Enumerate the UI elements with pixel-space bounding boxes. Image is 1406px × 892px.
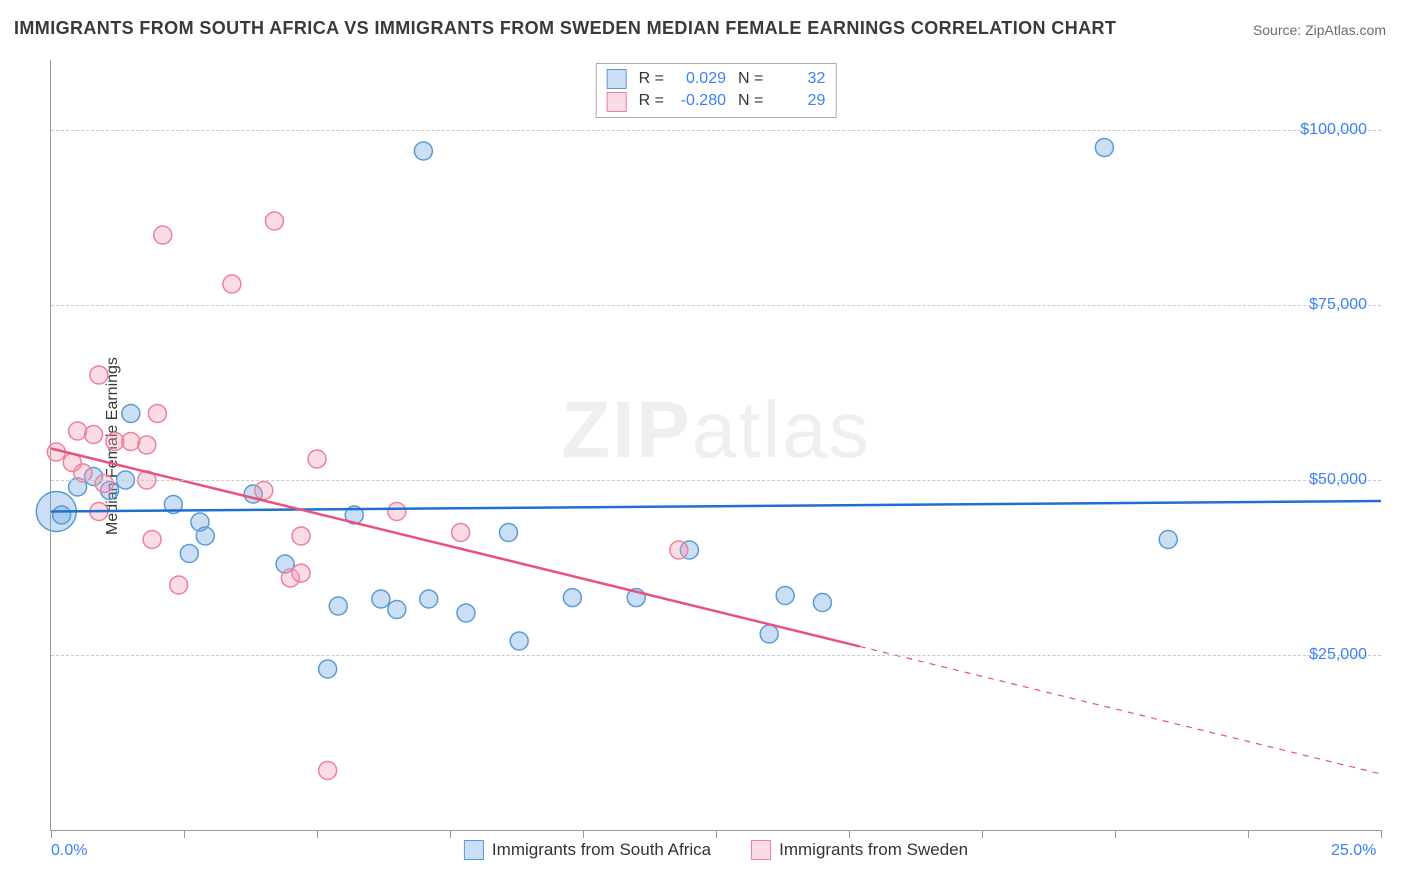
scatter-point xyxy=(255,482,273,500)
scatter-point xyxy=(69,422,87,440)
scatter-point xyxy=(1095,139,1113,157)
scatter-point xyxy=(292,527,310,545)
scatter-point xyxy=(154,226,172,244)
ytick-label: $75,000 xyxy=(1309,296,1367,314)
r-label: R = xyxy=(639,68,664,90)
scatter-point xyxy=(122,405,140,423)
xtick xyxy=(317,830,318,838)
scatter-point xyxy=(196,527,214,545)
xtick xyxy=(716,830,717,838)
r-value: -0.280 xyxy=(676,90,726,112)
legend-item: Immigrants from Sweden xyxy=(751,840,968,860)
gridline xyxy=(51,655,1381,656)
gridline xyxy=(51,130,1381,131)
xtick-label: 25.0% xyxy=(1331,842,1376,860)
scatter-point xyxy=(148,405,166,423)
scatter-point xyxy=(813,594,831,612)
xtick xyxy=(51,830,52,838)
n-label: N = xyxy=(738,90,763,112)
scatter-point xyxy=(223,275,241,293)
ytick-label: $100,000 xyxy=(1300,121,1367,139)
xtick xyxy=(849,830,850,838)
scatter-point xyxy=(388,601,406,619)
scatter-point xyxy=(265,212,283,230)
scatter-point xyxy=(292,564,310,582)
ytick-label: $50,000 xyxy=(1309,471,1367,489)
scatter-point xyxy=(85,426,103,444)
scatter-point xyxy=(452,524,470,542)
ytick-label: $25,000 xyxy=(1309,646,1367,664)
scatter-point xyxy=(372,590,390,608)
xtick xyxy=(583,830,584,838)
scatter-point xyxy=(670,541,688,559)
series-legend: Immigrants from South Africa Immigrants … xyxy=(464,840,968,860)
series-swatch-icon xyxy=(464,840,484,860)
scatter-point xyxy=(760,625,778,643)
xtick-label: 0.0% xyxy=(51,842,87,860)
n-value: 29 xyxy=(775,90,825,112)
trend-line xyxy=(51,449,860,647)
scatter-point xyxy=(388,503,406,521)
scatter-point xyxy=(122,433,140,451)
legend-row: R = 0.029 N = 32 xyxy=(607,68,826,90)
scatter-point xyxy=(170,576,188,594)
scatter-point xyxy=(1159,531,1177,549)
series-swatch-icon xyxy=(607,69,627,89)
scatter-point xyxy=(500,524,518,542)
xtick xyxy=(184,830,185,838)
gridline xyxy=(51,480,1381,481)
plot-svg xyxy=(51,60,1381,830)
trend-line-extrapolated xyxy=(860,646,1381,774)
scatter-point xyxy=(53,506,71,524)
scatter-point xyxy=(319,660,337,678)
plot-area: ZIPatlas R = 0.029 N = 32 R = -0.280 N =… xyxy=(50,60,1381,831)
n-value: 32 xyxy=(775,68,825,90)
series-swatch-icon xyxy=(607,92,627,112)
scatter-point xyxy=(420,590,438,608)
xtick xyxy=(1248,830,1249,838)
scatter-point xyxy=(414,142,432,160)
correlation-legend: R = 0.029 N = 32 R = -0.280 N = 29 xyxy=(596,63,837,118)
scatter-point xyxy=(329,597,347,615)
series-swatch-icon xyxy=(751,840,771,860)
r-value: 0.029 xyxy=(676,68,726,90)
xtick xyxy=(450,830,451,838)
scatter-point xyxy=(95,475,113,493)
n-label: N = xyxy=(738,68,763,90)
scatter-point xyxy=(319,762,337,780)
xtick xyxy=(1115,830,1116,838)
legend-row: R = -0.280 N = 29 xyxy=(607,90,826,112)
chart-title: IMMIGRANTS FROM SOUTH AFRICA VS IMMIGRAN… xyxy=(14,18,1116,39)
scatter-point xyxy=(180,545,198,563)
scatter-point xyxy=(776,587,794,605)
scatter-point xyxy=(308,450,326,468)
r-label: R = xyxy=(639,90,664,112)
chart-container: IMMIGRANTS FROM SOUTH AFRICA VS IMMIGRAN… xyxy=(0,0,1406,892)
scatter-point xyxy=(143,531,161,549)
xtick xyxy=(982,830,983,838)
legend-label: Immigrants from South Africa xyxy=(492,840,711,860)
legend-label: Immigrants from Sweden xyxy=(779,840,968,860)
scatter-point xyxy=(563,589,581,607)
legend-item: Immigrants from South Africa xyxy=(464,840,711,860)
scatter-point xyxy=(138,436,156,454)
source-label: Source: ZipAtlas.com xyxy=(1253,22,1386,38)
gridline xyxy=(51,305,1381,306)
scatter-point xyxy=(90,366,108,384)
xtick xyxy=(1381,830,1382,838)
scatter-point xyxy=(510,632,528,650)
scatter-point xyxy=(457,604,475,622)
